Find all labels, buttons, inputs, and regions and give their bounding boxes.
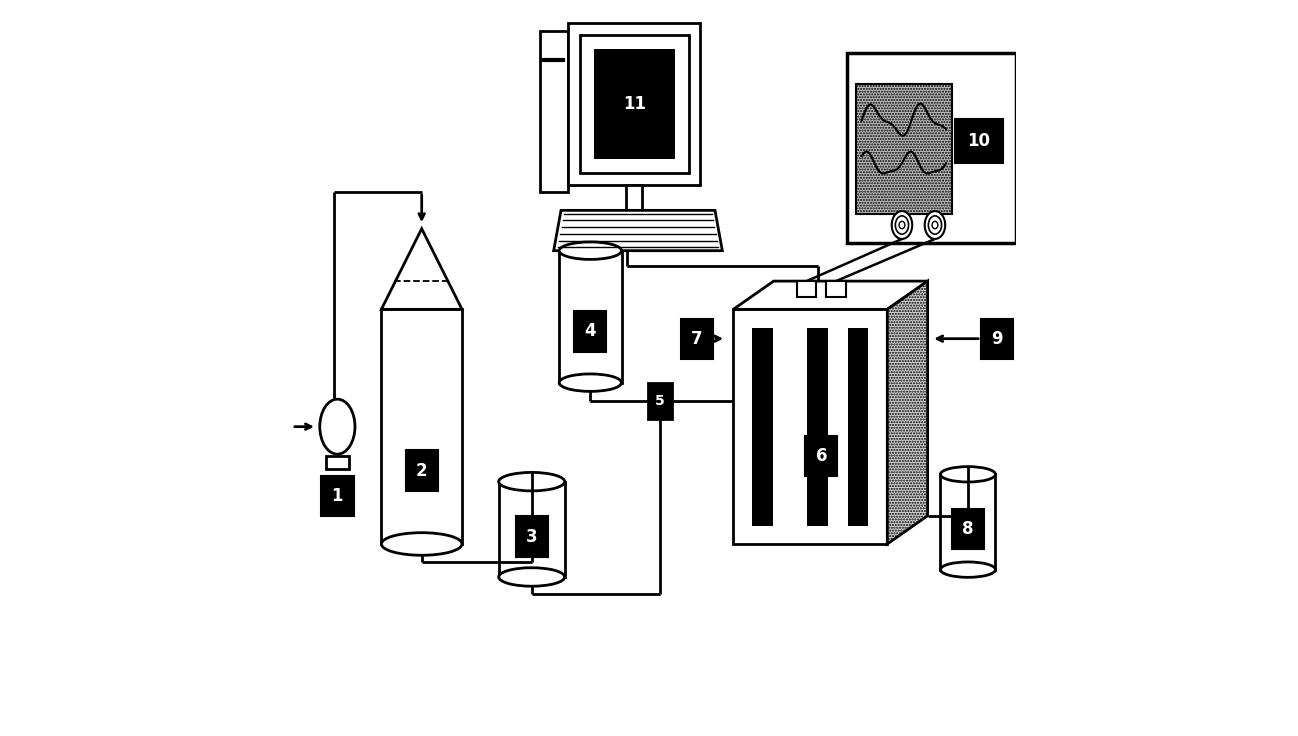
Ellipse shape	[892, 211, 912, 239]
Bar	[855, 85, 951, 214]
Bar	[626, 185, 643, 210]
Bar	[515, 517, 548, 557]
Ellipse shape	[498, 567, 565, 586]
Bar	[848, 328, 868, 526]
Text: 10: 10	[967, 132, 990, 149]
Bar	[540, 31, 567, 192]
Text: 2: 2	[415, 461, 427, 480]
Bar	[326, 456, 349, 469]
Ellipse shape	[932, 222, 938, 229]
Polygon shape	[733, 281, 928, 309]
Ellipse shape	[928, 216, 941, 234]
Ellipse shape	[382, 533, 462, 555]
Ellipse shape	[319, 399, 354, 454]
Polygon shape	[888, 281, 928, 544]
Text: 1: 1	[331, 487, 343, 506]
Bar	[827, 281, 845, 297]
Text: 4: 4	[584, 322, 596, 340]
Bar	[569, 24, 701, 185]
Ellipse shape	[924, 211, 945, 239]
Bar	[594, 49, 675, 159]
Bar	[981, 319, 1014, 359]
Text: 6: 6	[815, 447, 827, 465]
Bar	[680, 319, 713, 359]
Text: 8: 8	[962, 520, 974, 538]
Bar	[941, 474, 996, 570]
Polygon shape	[382, 229, 462, 309]
Ellipse shape	[896, 216, 909, 234]
Bar	[405, 450, 437, 491]
Text: 11: 11	[623, 95, 646, 113]
Bar	[951, 509, 984, 550]
Ellipse shape	[941, 467, 996, 482]
Bar	[848, 53, 1015, 244]
Bar	[753, 328, 772, 526]
Bar	[382, 309, 462, 544]
Ellipse shape	[559, 374, 622, 392]
Bar	[580, 35, 689, 173]
Bar	[733, 309, 888, 544]
Text: 5: 5	[655, 394, 665, 408]
Ellipse shape	[900, 222, 905, 229]
Text: 7: 7	[691, 330, 702, 347]
Ellipse shape	[941, 562, 996, 577]
Ellipse shape	[559, 242, 622, 259]
Bar	[797, 281, 816, 297]
Text: 9: 9	[992, 330, 1003, 347]
Text: 3: 3	[526, 528, 537, 545]
Bar	[648, 383, 672, 419]
Bar	[807, 328, 828, 526]
Bar	[805, 436, 837, 476]
Bar	[955, 118, 1003, 163]
Bar	[574, 311, 606, 352]
Ellipse shape	[498, 473, 565, 491]
Bar	[559, 251, 622, 383]
Bar	[498, 481, 565, 577]
Bar	[321, 476, 353, 517]
Polygon shape	[554, 210, 722, 251]
